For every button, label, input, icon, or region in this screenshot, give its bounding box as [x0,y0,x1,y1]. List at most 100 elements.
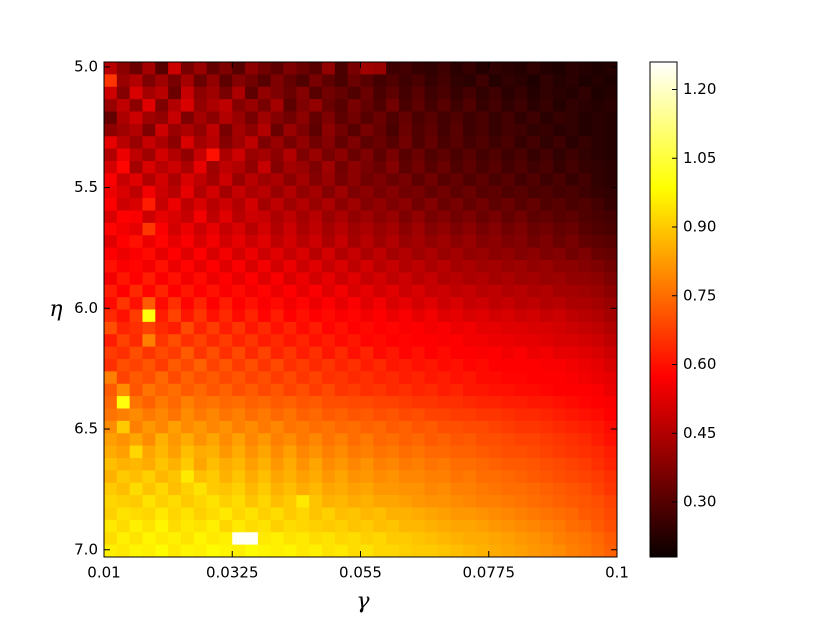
cell [347,321,361,335]
cell [604,408,618,422]
y-axis-label: η [49,297,62,322]
cell [168,198,182,211]
cell [142,198,156,211]
cell [270,185,284,199]
cell [527,371,541,385]
cell [398,297,413,310]
cell [604,173,618,187]
cell [360,297,374,310]
cell [104,148,118,162]
cell [424,346,438,360]
cell [424,359,438,372]
cell [116,185,131,199]
cell [347,297,361,310]
cell [270,321,284,335]
cell [540,507,554,521]
cell [604,507,618,521]
cell [501,519,515,533]
cell [347,470,361,484]
cell [104,272,118,286]
cell [552,185,567,199]
cell [386,161,400,174]
cell [270,74,284,88]
cell [232,383,246,397]
cell [283,247,297,261]
cell [129,123,143,137]
cell [604,495,618,508]
cell [116,284,131,298]
cell [411,74,426,88]
cell [463,321,477,335]
colorbar-tick-label: 1.20 [683,80,716,98]
cell [270,111,284,125]
cell [322,433,336,447]
cell [180,309,195,323]
cell [437,210,451,224]
cell [463,222,477,236]
cell [411,532,426,546]
cell [398,396,413,409]
cell [257,99,272,112]
cell [475,420,490,434]
cell [475,519,490,533]
cell [309,123,323,137]
cell [578,433,592,447]
cell [540,544,554,558]
cell [155,136,169,150]
cell [334,284,349,298]
cell [193,321,207,335]
cell [501,544,515,558]
cell [283,297,297,310]
cell [219,507,233,521]
cell [309,482,323,496]
cell [104,297,118,310]
cell [168,383,182,397]
cell [116,198,131,211]
cell [142,185,156,199]
cell [540,210,554,224]
cell [373,383,387,397]
cell [180,272,195,286]
cell [540,161,554,174]
cell [514,420,528,434]
cell [450,99,464,112]
cell [322,111,336,125]
cell [578,532,592,546]
cell [296,321,310,335]
cell [527,173,541,187]
cell [309,458,323,471]
cell [450,74,464,88]
cell [514,284,528,298]
cell [245,123,259,137]
cell [257,420,272,434]
cell [437,74,451,88]
cell [206,62,220,75]
cell [398,321,413,335]
cell [565,148,579,162]
cell [283,371,297,385]
cell [540,185,554,199]
cell [552,482,567,496]
cell [193,148,207,162]
cell [116,371,131,385]
cell [180,445,195,459]
cell [591,334,605,348]
cell [552,284,567,298]
cell [591,383,605,397]
cell [232,359,246,372]
cell [283,62,297,75]
cell [219,544,233,558]
cell [193,495,207,508]
cell [373,86,387,100]
cell [565,62,579,75]
cell [232,210,246,224]
cell [527,383,541,397]
cell [578,507,592,521]
cell [437,99,451,112]
cell [142,458,156,471]
cell [334,495,349,508]
cell [245,99,259,112]
cell [168,470,182,484]
cell [565,185,579,199]
cell [155,371,169,385]
